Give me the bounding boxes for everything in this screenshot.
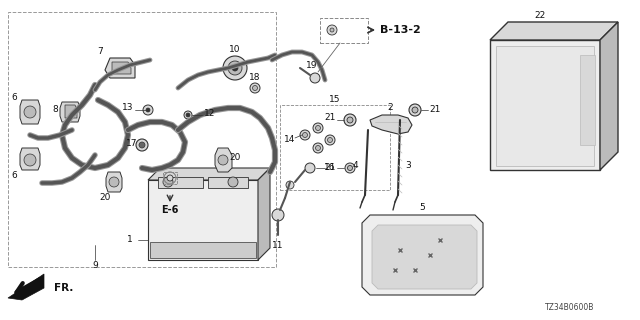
Text: 8: 8 <box>52 106 58 115</box>
Text: 11: 11 <box>272 241 284 250</box>
Circle shape <box>286 181 294 189</box>
Text: 6: 6 <box>11 93 17 102</box>
Text: 5: 5 <box>419 203 425 212</box>
Circle shape <box>344 114 356 126</box>
Text: 4: 4 <box>352 161 358 170</box>
Circle shape <box>143 105 153 115</box>
Text: 18: 18 <box>249 74 260 83</box>
Circle shape <box>316 146 321 150</box>
Circle shape <box>300 130 310 140</box>
Text: 20: 20 <box>229 154 241 163</box>
Text: TZ34B0600B: TZ34B0600B <box>545 303 595 313</box>
Circle shape <box>232 65 238 71</box>
Circle shape <box>184 111 192 119</box>
Polygon shape <box>370 115 412 134</box>
Text: 16: 16 <box>324 164 336 172</box>
Polygon shape <box>106 172 122 192</box>
Circle shape <box>163 177 173 187</box>
Polygon shape <box>20 100 40 124</box>
Text: E-6: E-6 <box>161 205 179 215</box>
Polygon shape <box>148 180 258 260</box>
Text: 6: 6 <box>11 171 17 180</box>
Text: 10: 10 <box>229 45 241 54</box>
Circle shape <box>24 154 36 166</box>
Circle shape <box>146 108 150 112</box>
Circle shape <box>313 143 323 153</box>
Circle shape <box>24 106 36 118</box>
Text: 17: 17 <box>126 139 138 148</box>
Text: 1: 1 <box>127 236 133 244</box>
Polygon shape <box>258 168 270 260</box>
Text: 15: 15 <box>329 95 340 105</box>
Polygon shape <box>148 168 270 180</box>
Text: B-13-2: B-13-2 <box>380 25 420 35</box>
Circle shape <box>218 155 228 165</box>
Circle shape <box>328 138 333 142</box>
Bar <box>280 105 390 190</box>
Bar <box>320 18 368 43</box>
Circle shape <box>167 175 173 181</box>
Circle shape <box>303 132 307 138</box>
Polygon shape <box>496 46 594 166</box>
Circle shape <box>305 163 315 173</box>
Text: 2: 2 <box>387 103 393 113</box>
Circle shape <box>327 25 337 35</box>
Polygon shape <box>600 22 618 170</box>
Polygon shape <box>60 102 80 122</box>
Polygon shape <box>580 55 595 145</box>
Text: 21: 21 <box>429 106 441 115</box>
Polygon shape <box>20 148 40 170</box>
Text: 13: 13 <box>122 103 134 113</box>
Circle shape <box>186 113 190 117</box>
Circle shape <box>347 117 353 123</box>
Text: 21: 21 <box>324 164 336 172</box>
Text: 14: 14 <box>284 135 296 145</box>
Circle shape <box>272 209 284 221</box>
Text: 19: 19 <box>307 60 317 69</box>
Polygon shape <box>208 177 248 188</box>
Bar <box>163 172 177 184</box>
Text: 3: 3 <box>405 161 411 170</box>
Polygon shape <box>8 274 44 300</box>
Polygon shape <box>372 225 477 289</box>
Circle shape <box>223 56 247 80</box>
Polygon shape <box>105 58 135 78</box>
Bar <box>150 242 256 258</box>
Text: FR.: FR. <box>54 283 74 293</box>
Text: 22: 22 <box>534 11 546 20</box>
Circle shape <box>228 177 238 187</box>
Circle shape <box>253 85 257 91</box>
Circle shape <box>139 142 145 148</box>
Polygon shape <box>215 148 232 172</box>
Circle shape <box>330 28 334 32</box>
Circle shape <box>412 107 418 113</box>
Circle shape <box>250 83 260 93</box>
Circle shape <box>345 163 355 173</box>
Text: 9: 9 <box>92 260 98 269</box>
Bar <box>8 12 276 267</box>
Polygon shape <box>490 22 618 40</box>
Polygon shape <box>65 105 77 118</box>
Circle shape <box>136 139 148 151</box>
Text: 20: 20 <box>99 194 111 203</box>
Polygon shape <box>490 40 600 170</box>
Bar <box>163 172 177 184</box>
Circle shape <box>325 135 335 145</box>
Polygon shape <box>112 62 131 74</box>
Circle shape <box>348 165 353 171</box>
Text: 7: 7 <box>97 47 103 57</box>
Text: 12: 12 <box>204 108 216 117</box>
Circle shape <box>109 177 119 187</box>
Text: 21: 21 <box>324 114 336 123</box>
Polygon shape <box>362 215 483 295</box>
Circle shape <box>313 123 323 133</box>
Circle shape <box>316 125 321 131</box>
Circle shape <box>228 61 242 75</box>
Polygon shape <box>158 177 203 188</box>
Circle shape <box>310 73 320 83</box>
Circle shape <box>409 104 421 116</box>
